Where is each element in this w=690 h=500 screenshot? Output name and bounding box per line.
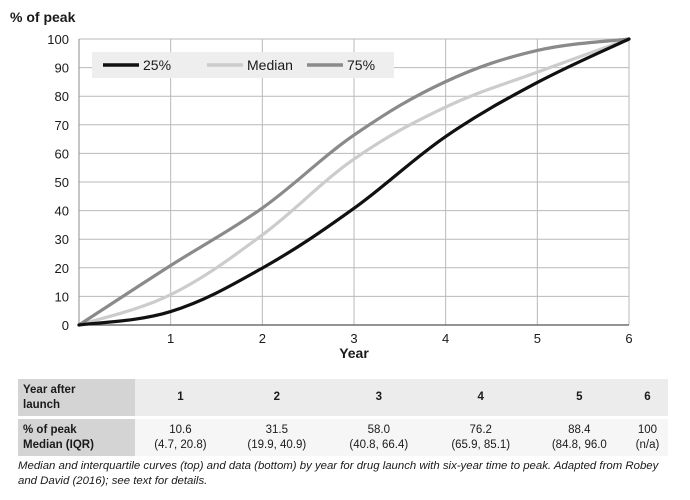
row-header-line: launch [23, 398, 61, 411]
legend-label: 25% [143, 57, 171, 73]
median-cell: 58.0 (40.8, 66.4) [327, 417, 430, 456]
y-tick-label: 80 [55, 89, 69, 104]
y-tick-label: 20 [55, 261, 69, 276]
row-header-year: Year after launch [18, 379, 135, 419]
series-line-75pct [77, 37, 631, 327]
legend-label: Median [247, 57, 293, 73]
y-tick-label: 70 [55, 118, 69, 133]
legend-label: 75% [347, 57, 375, 73]
table-row-peak: % of peak Median (IQR) 10.6 (4.7, 20.8) 3… [18, 417, 668, 456]
year-cell: 1 [135, 379, 226, 419]
median-cell: 76.2 (65.9, 85.1) [429, 417, 532, 456]
series-line-25pct [77, 37, 631, 327]
y-axis-label: % of peak [10, 9, 76, 25]
x-tick-label: 3 [350, 331, 357, 346]
year-cell: 4 [429, 379, 532, 419]
iqr-value: (65.9, 85.1) [451, 438, 511, 451]
x-axis-label: Year [339, 345, 369, 361]
y-tick-label: 40 [55, 204, 69, 219]
median-value: 88.4 [568, 423, 591, 436]
iqr-value: (19.9, 40.9) [247, 438, 307, 451]
legend: 25% Median 75% [92, 52, 394, 78]
line-chart: 0 10 20 30 40 50 60 70 80 90 100 1 2 3 4 5 6 25% Median 7… [10, 9, 633, 361]
y-tick-label: 90 [55, 61, 69, 76]
y-tick-label: 100 [47, 32, 69, 47]
year-cell: 5 [531, 379, 627, 419]
median-value: 10.6 [169, 423, 192, 436]
median-value: 31.5 [265, 423, 289, 436]
median-cell: 88.4 (84.8, 96.0 [531, 417, 627, 456]
year-cell: 3 [327, 379, 430, 419]
median-value: 100 [637, 423, 658, 436]
iqr-value: (4.7, 20.8) [154, 438, 207, 451]
y-tick-label: 60 [55, 146, 69, 161]
series-line-median [77, 37, 631, 327]
iqr-value: (n/a) [635, 438, 660, 451]
series-lines [77, 37, 631, 327]
y-tick-label: 0 [62, 318, 69, 333]
median-cell: 100 (n/a) [626, 417, 668, 456]
y-tick-label: 30 [55, 232, 69, 247]
y-tick-label: 10 [55, 289, 69, 304]
median-cell: 10.6 (4.7, 20.8) [135, 417, 226, 456]
row-header-peak: % of peak Median (IQR) [18, 417, 135, 456]
x-tick-label: 2 [259, 331, 266, 346]
y-tick-label: 50 [55, 175, 69, 190]
iqr-value: (84.8, 96.0 [551, 438, 607, 451]
y-axis-ticks: 0 10 20 30 40 50 60 70 80 90 100 [47, 32, 69, 333]
median-value: 58.0 [367, 423, 390, 436]
x-tick-label: 5 [534, 331, 541, 346]
median-cell: 31.5 (19.9, 40.9) [225, 417, 328, 456]
row-header-line: % of peak [23, 423, 77, 436]
x-tick-label: 6 [625, 331, 632, 346]
x-tick-label: 1 [167, 331, 174, 346]
x-tick-label: 4 [442, 331, 449, 346]
row-header-line: Median (IQR) [23, 438, 94, 451]
x-axis-ticks: 1 2 3 4 5 6 [167, 331, 633, 346]
row-header-line: Year after [23, 383, 76, 396]
year-cell: 6 [626, 379, 668, 419]
data-table: Year after launch 1 2 3 4 5 6 % of peak … [18, 379, 668, 456]
iqr-value: (40.8, 66.4) [349, 438, 409, 451]
table-row-year: Year after launch 1 2 3 4 5 6 [18, 379, 668, 419]
year-cell: 2 [225, 379, 328, 419]
figure-caption: Median and interquartile curves (top) an… [18, 460, 659, 487]
median-value: 76.2 [469, 423, 492, 436]
